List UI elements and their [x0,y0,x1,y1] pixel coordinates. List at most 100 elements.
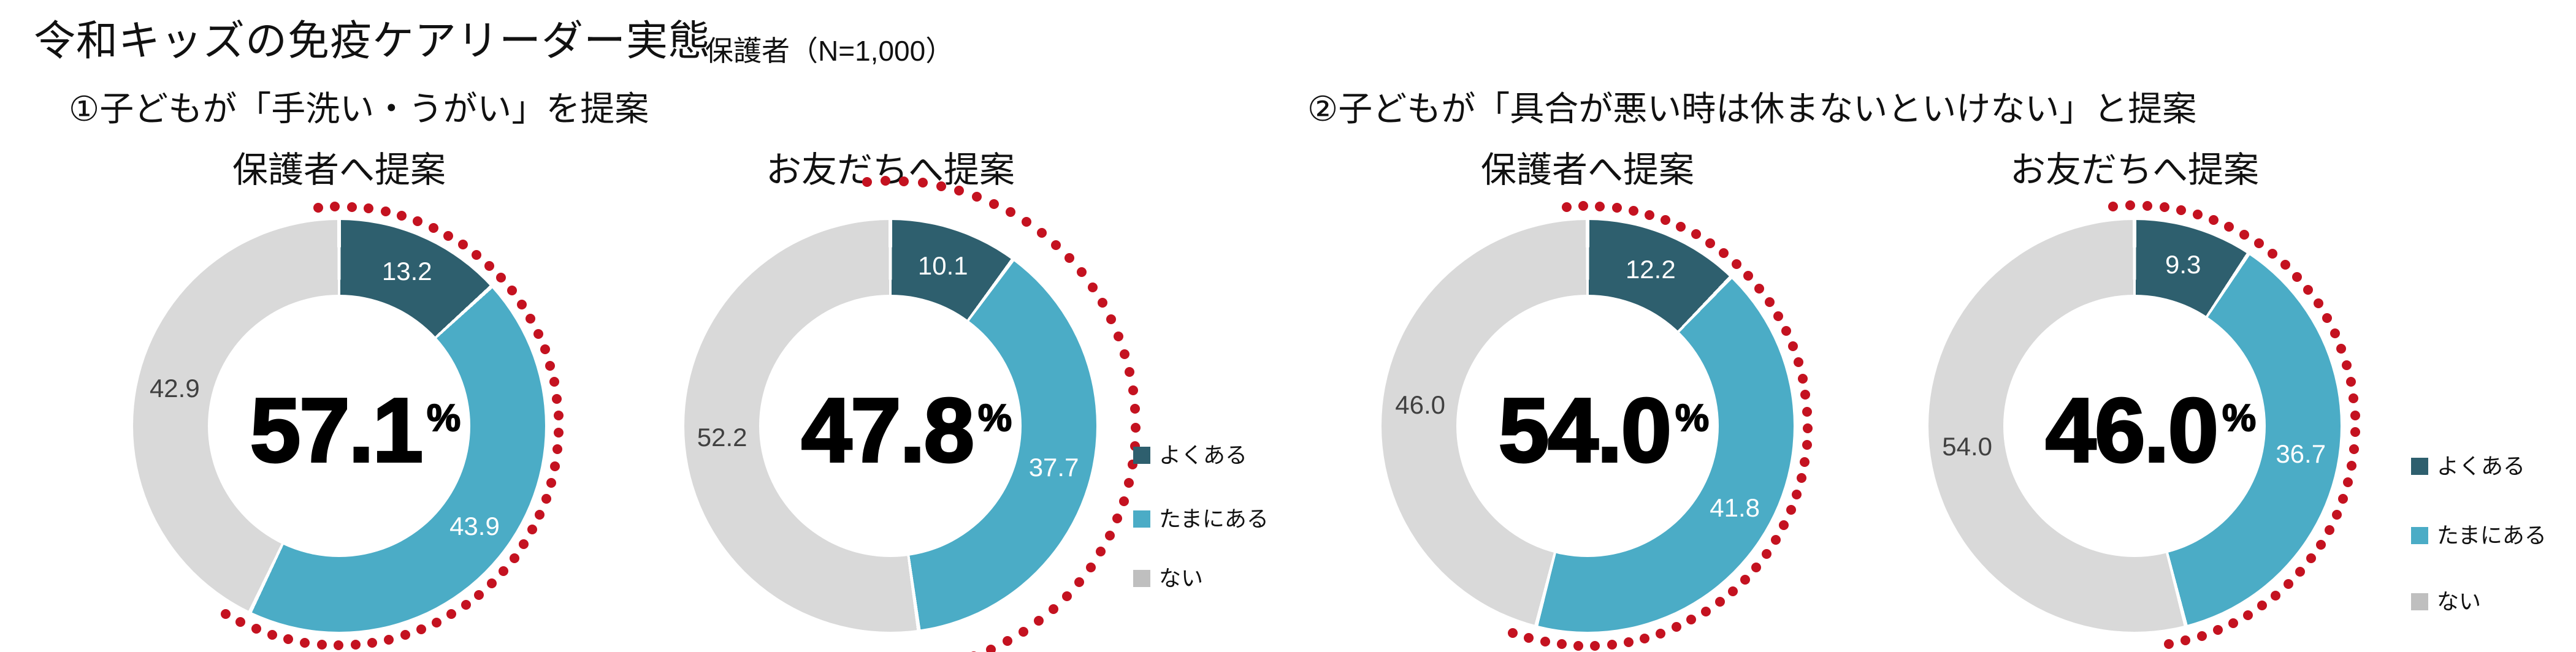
highlight-dot [413,216,423,226]
center-value-group: 46.0% [2044,380,2257,481]
highlight-dot [1125,367,1135,377]
highlight-dot [1096,547,1106,557]
highlight-dot [1607,639,1617,650]
page-title: 令和キッズの免疫ケアリーダー実態 [34,18,711,64]
highlight-dot [283,634,294,645]
highlight-dot [2329,328,2340,338]
highlight-dot [2239,229,2250,240]
highlight-dot [496,273,506,283]
highlight-dot [1645,210,1655,220]
highlight-dot [1705,238,1715,248]
highlight-dot [1061,591,1072,601]
highlight-dot [313,202,323,213]
highlight-dot [461,600,471,610]
highlight-dot [2159,202,2169,213]
chart-2-subtitle: お友だちへ提案 [765,150,1015,190]
legend-item-sometimes: たまにある [1133,508,1269,530]
highlight-dot [2284,579,2294,589]
highlight-dot [1731,259,1741,269]
highlight-dot [517,299,527,309]
highlight-dot [1786,505,1796,515]
highlight-dot [1751,562,1762,572]
highlight-dot [300,637,310,648]
slice-label-never: 52.2 [697,422,747,452]
slice-label-never: 42.9 [149,374,200,403]
highlight-dot [526,314,536,324]
highlight-dot [553,411,564,421]
highlight-dot [2306,553,2316,564]
highlight-dot [1590,640,1600,651]
highlight-dot [1022,217,1032,227]
highlight-dot [2196,631,2207,641]
highlight-dot [2292,271,2303,282]
highlight-dot [552,444,562,455]
section-1-heading: ①子どもが「手洗い・うがい」を提案 [69,89,649,128]
slice-label-sometimes: 37.7 [1028,452,1079,482]
slice-label-often: 12.2 [1625,254,1676,284]
highlight-dot [2267,248,2277,259]
highlight-dot [2342,477,2353,488]
highlight-dot [235,616,246,627]
donut-hole [208,295,470,557]
highlight-dot [2253,238,2264,249]
slice-label-never: 46.0 [1395,390,1446,419]
highlight-dot [1123,478,1134,488]
donut-hole [1456,295,1719,557]
highlight-dot [1104,530,1115,540]
highlight-dot [1796,473,1806,483]
highlight-dot [2295,566,2306,577]
highlight-dot [350,639,361,650]
slice-label-sometimes: 36.7 [2276,439,2326,468]
highlight-dot [553,427,564,438]
legend-swatch-never [2411,593,2428,610]
legend-swatch-often [2411,458,2428,475]
highlight-dot [1085,562,1096,572]
highlight-dot [1064,253,1074,263]
highlight-dot [936,181,946,191]
legend-item-sometimes: たまにある [2411,525,2547,547]
highlight-dot [428,222,438,233]
highlight-dot [1623,637,1634,647]
chart-1-subtitle: 保護者へ提案 [232,150,446,190]
highlight-dot [2349,444,2359,454]
highlight-dot [527,525,538,535]
legend-swatch-never [1133,570,1150,587]
highlight-dot [316,639,327,650]
highlight-dot [2163,639,2174,649]
highlight-dot [1764,297,1775,307]
highlight-dot [446,609,457,620]
highlight-dot [1006,207,1016,218]
highlight-dot [251,624,261,634]
highlight-dot [334,640,344,650]
highlight-dot [2331,509,2342,520]
center-unit: % [426,397,461,439]
highlight-dot [540,344,550,355]
highlight-dot [549,461,560,471]
legend-item-often: よくある [2411,455,2525,477]
highlight-dot [509,553,519,563]
highlight-dot [380,207,391,217]
highlight-dot [346,202,357,212]
highlight-dot [484,260,494,271]
highlight-dot [2350,410,2360,420]
highlight-dot [2350,427,2360,438]
highlight-dot [1074,577,1085,588]
highlight-dot [471,249,481,260]
highlight-dot [432,617,442,627]
slice-label-often: 9.3 [2165,249,2201,279]
center-unit: % [977,397,1012,439]
center-value: 46.0 [2044,380,2220,481]
highlight-dot [2228,618,2238,628]
highlight-dot [1802,406,1813,417]
legend-item-never: ない [1133,567,1203,589]
slice-label-sometimes: 43.9 [449,511,500,540]
highlight-dot [1112,514,1123,524]
highlight-dot [1719,248,1729,258]
highlight-dot [535,509,545,520]
highlight-dot [545,360,556,371]
slice-label-sometimes: 41.8 [1710,493,1760,522]
highlight-dot [2315,539,2326,550]
highlight-dot [384,634,394,645]
highlight-dot [364,203,374,214]
